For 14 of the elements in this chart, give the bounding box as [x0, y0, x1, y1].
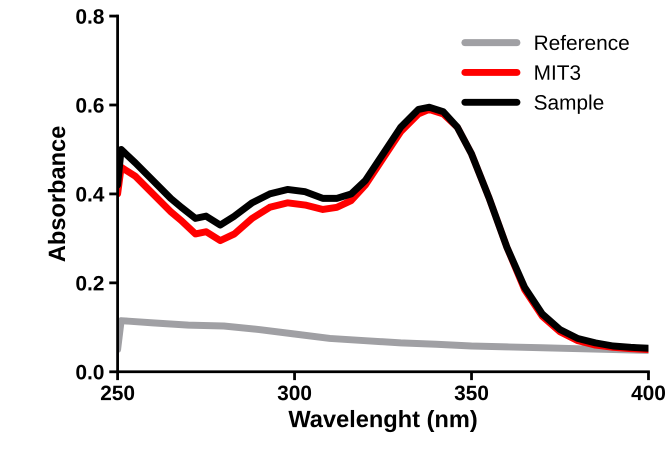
x-axis-title: Wavelenght (nm) — [288, 410, 477, 432]
y-tick-label: 0.8 — [76, 9, 104, 24]
y-tick-label: 0.4 — [76, 186, 104, 202]
y-axis-title: Absorbance — [48, 126, 66, 262]
x-tick-label: 400 — [631, 386, 666, 400]
x-tick-label: 350 — [454, 386, 488, 400]
y-tick-label: 0.0 — [76, 364, 104, 380]
legend-label: MIT3 — [535, 65, 580, 80]
legend-label: Reference — [535, 34, 629, 50]
x-tick-label: 300 — [278, 386, 312, 400]
y-tick-label: 0.2 — [76, 276, 104, 291]
y-tick-label: 0.6 — [76, 98, 104, 113]
legend-label: Sample — [534, 94, 604, 114]
x-tick-label: 250 — [100, 386, 134, 400]
